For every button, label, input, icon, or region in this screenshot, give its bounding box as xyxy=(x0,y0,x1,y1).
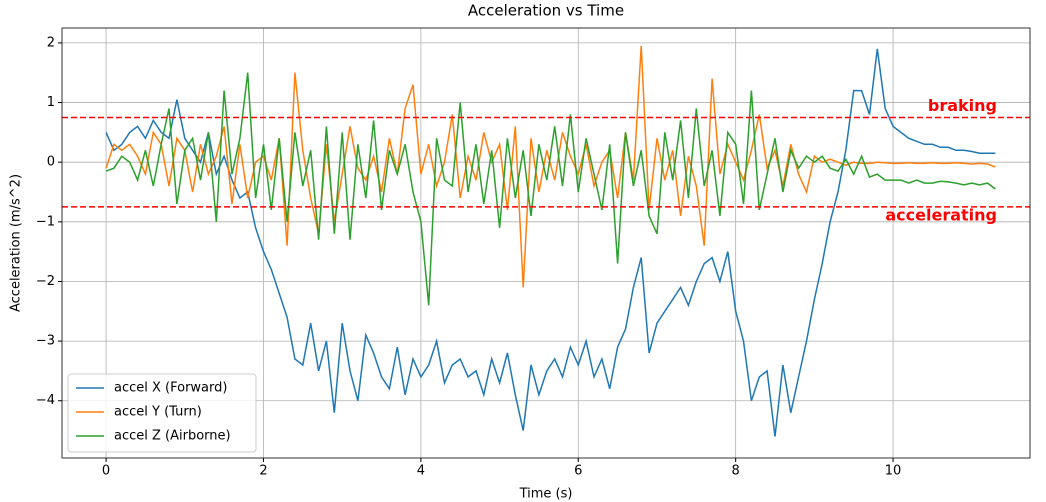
legend-box xyxy=(67,373,257,453)
x-tick-label: 10 xyxy=(885,464,902,479)
x-tick-label: 8 xyxy=(732,464,740,479)
data-line xyxy=(105,72,996,306)
y-tick-label: −3 xyxy=(36,334,55,349)
y-tick-label: −4 xyxy=(36,393,55,408)
x-axis-label: Time (s) xyxy=(519,487,573,502)
y-tick-label: 0 xyxy=(47,155,55,170)
reference-label: accelerating xyxy=(885,205,997,224)
x-tick-label: 2 xyxy=(259,464,267,479)
data-line xyxy=(105,45,996,288)
y-axis-label: Acceleration (m/s^2) xyxy=(9,174,24,312)
data-line xyxy=(105,48,996,437)
legend-label: accel Z (Airborne) xyxy=(114,429,231,444)
y-tick-label: −1 xyxy=(36,214,55,229)
x-tick-label: 4 xyxy=(417,464,425,479)
chart-title: Acceleration vs Time xyxy=(468,2,624,20)
y-tick-label: 2 xyxy=(47,35,55,50)
plot-frame xyxy=(61,27,1031,459)
legend-label: accel Y (Turn) xyxy=(114,405,202,420)
x-tick-label: 0 xyxy=(102,464,110,479)
reference-label: braking xyxy=(928,96,997,115)
x-tick-label: 6 xyxy=(574,464,582,479)
legend-label: accel X (Forward) xyxy=(114,381,227,396)
y-tick-label: −2 xyxy=(36,274,55,289)
y-tick-label: 1 xyxy=(47,95,55,110)
